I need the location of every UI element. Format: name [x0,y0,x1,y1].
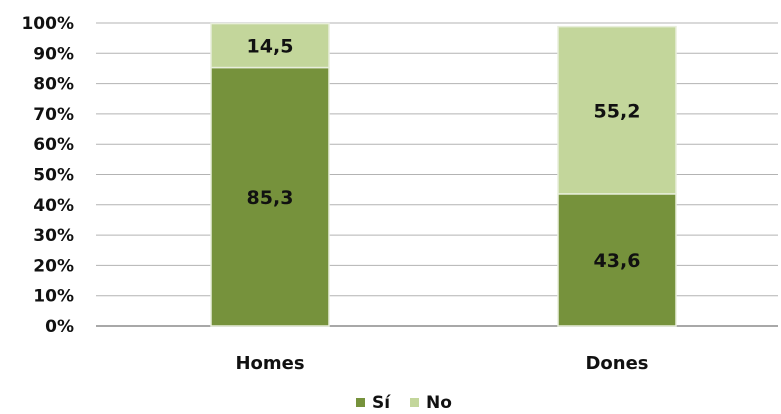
x-category-label: Homes [235,353,304,374]
legend: Sí No [356,393,452,413]
legend-label: Sí [372,393,391,413]
y-tick-label: 100% [21,14,74,34]
y-tick-label: 30% [33,226,74,246]
bar-segment-si-homes [210,66,330,327]
x-axis-category-labels: Homes Dones [235,353,648,374]
bar-segment-si-dones [557,193,677,327]
y-tick-label: 70% [33,105,74,125]
data-label: 43,6 [594,250,641,272]
y-tick-label: 80% [33,75,74,95]
y-tick-label: 60% [33,135,74,155]
data-label: 14,5 [247,36,294,58]
data-label: 85,3 [247,187,294,209]
y-tick-label: 50% [33,166,74,186]
y-tick-label: 40% [33,196,74,216]
y-tick-label: 90% [33,44,74,64]
legend-swatch [410,398,419,407]
legend-swatch [356,398,365,407]
x-category-label: Dones [585,353,648,374]
bar-segment-no-dones [557,25,677,195]
legend-label: No [426,393,452,413]
y-tick-label: 0% [45,317,74,337]
y-tick-label: 20% [33,256,74,276]
y-tick-label: 10% [33,287,74,307]
y-axis-tick-labels: 0% 10% 20% 30% 40% 50% 60% 70% 80% 90% 100% [21,14,74,337]
bar-segment-no-homes [210,22,330,69]
bars [210,22,677,327]
data-labels: 85,3 14,5 43,6 55,2 [247,36,641,272]
data-label: 55,2 [594,100,641,122]
